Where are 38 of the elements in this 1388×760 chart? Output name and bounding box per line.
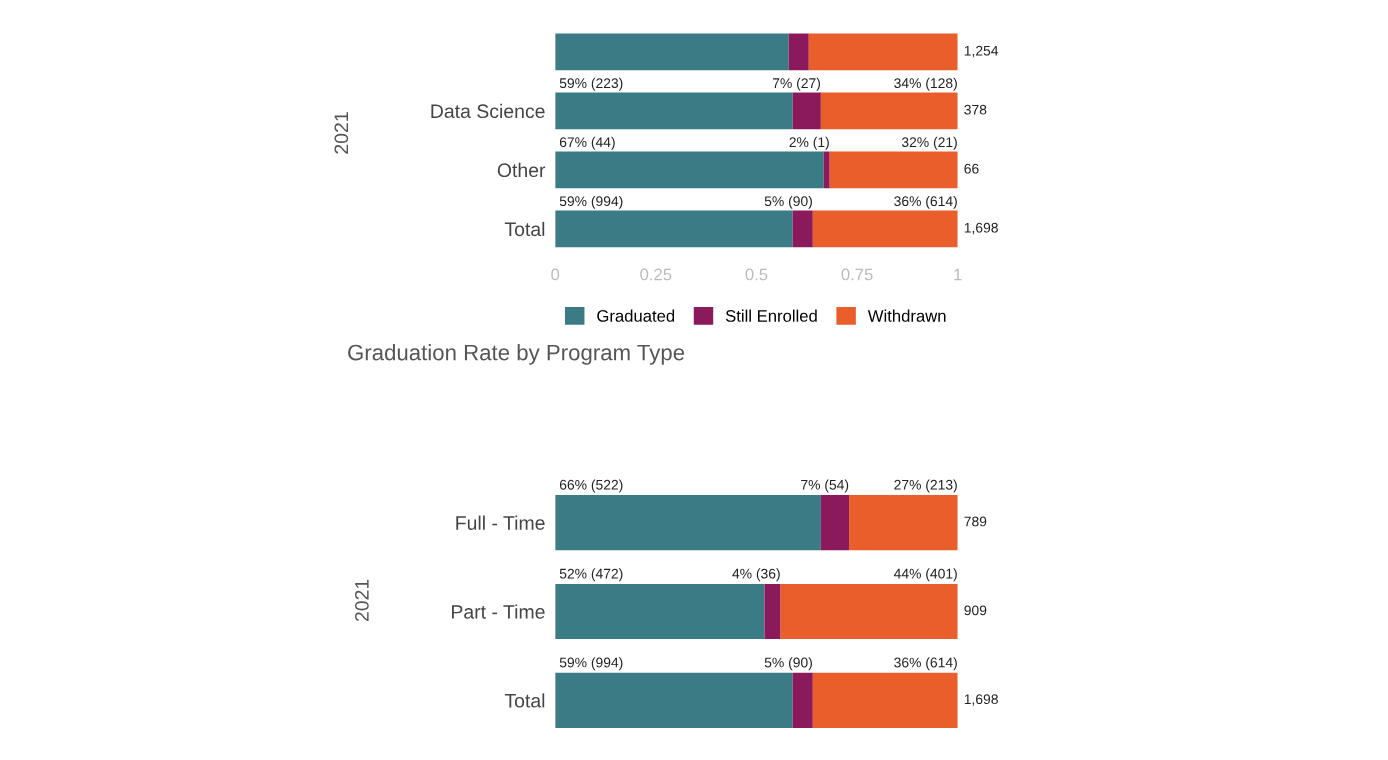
legend-label: Still Enrolled bbox=[725, 309, 817, 322]
y-tick-label: Part - Time bbox=[452, 604, 545, 619]
bar bbox=[764, 583, 781, 640]
bar bbox=[829, 151, 958, 189]
x-tick-label: 0.75 bbox=[841, 268, 873, 281]
bar bbox=[555, 583, 765, 640]
y-tick-label: Total bbox=[504, 693, 545, 708]
bar bbox=[788, 33, 809, 71]
x-tick-label: 0.25 bbox=[640, 268, 672, 281]
y-tick-label: Other bbox=[497, 162, 546, 178]
bar bbox=[792, 672, 813, 728]
bar bbox=[820, 92, 958, 130]
y-axis-title: 2021 bbox=[334, 112, 349, 154]
y-tick-label: Total bbox=[504, 221, 545, 237]
y-tick-label: Data Science bbox=[431, 103, 545, 119]
bar bbox=[808, 33, 958, 71]
y-tick-label: Full - Time bbox=[456, 515, 545, 530]
y-axis-title: 2021 bbox=[355, 579, 369, 622]
bar bbox=[823, 151, 830, 189]
chart-title: Graduation Rate by Program Type bbox=[348, 344, 685, 365]
bar bbox=[849, 495, 958, 551]
bar bbox=[792, 210, 813, 248]
bar bbox=[812, 672, 958, 728]
bar bbox=[792, 92, 821, 130]
bar bbox=[555, 151, 824, 189]
legend-label: Graduated bbox=[597, 309, 675, 322]
bar bbox=[812, 210, 958, 248]
bar bbox=[555, 672, 793, 728]
bar bbox=[780, 583, 958, 640]
bar bbox=[555, 495, 821, 551]
bar bbox=[820, 495, 850, 551]
x-tick-label: 0.5 bbox=[745, 268, 768, 281]
legend-label: Withdrawn bbox=[867, 309, 946, 322]
bar bbox=[555, 92, 793, 130]
bar bbox=[555, 210, 793, 248]
x-tick-label: 0 bbox=[551, 268, 560, 281]
x-tick-label: 1 bbox=[954, 268, 962, 281]
bar bbox=[555, 33, 789, 71]
